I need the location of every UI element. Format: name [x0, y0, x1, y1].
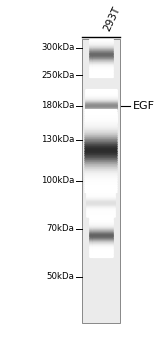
Text: 293T: 293T	[102, 5, 122, 33]
Text: 300kDa: 300kDa	[41, 43, 74, 52]
Text: 70kDa: 70kDa	[47, 224, 74, 233]
Text: 100kDa: 100kDa	[41, 176, 74, 186]
Text: 250kDa: 250kDa	[41, 71, 74, 79]
Text: 50kDa: 50kDa	[47, 272, 74, 281]
Text: 130kDa: 130kDa	[41, 135, 74, 145]
Text: 180kDa: 180kDa	[41, 102, 74, 110]
Text: EGF: EGF	[133, 101, 155, 111]
Bar	[82, 39, 120, 323]
